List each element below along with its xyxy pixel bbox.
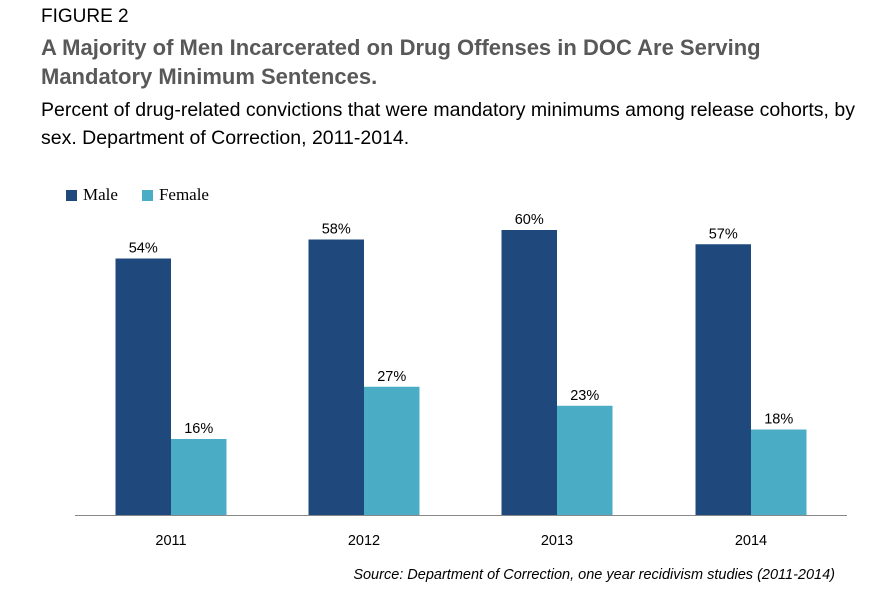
data-label-male-2011: 54% bbox=[129, 241, 158, 257]
bar-male-2013 bbox=[501, 230, 557, 515]
chart-title: A Majority of Men Incarcerated on Drug O… bbox=[41, 35, 761, 89]
data-label-male-2014: 57% bbox=[709, 226, 738, 242]
x-tick-label-2011: 2011 bbox=[155, 533, 186, 549]
bar-male-2014 bbox=[695, 244, 751, 515]
data-label-male-2013: 60% bbox=[515, 212, 544, 228]
bar-female-2013 bbox=[557, 405, 613, 515]
bar-female-2011 bbox=[171, 439, 227, 515]
data-label-female-2012: 27% bbox=[377, 369, 406, 385]
data-label-female-2011: 16% bbox=[184, 421, 213, 437]
source-note: Source: Department of Correction, one ye… bbox=[353, 567, 835, 583]
data-label-female-2013: 23% bbox=[570, 388, 599, 404]
x-tick-label-2012: 2012 bbox=[348, 533, 380, 549]
legend-swatch-female bbox=[141, 189, 153, 201]
data-label-female-2014: 18% bbox=[764, 412, 793, 428]
legend-label-male: Male bbox=[83, 185, 118, 204]
bar-female-2012 bbox=[364, 386, 420, 515]
x-tick-label-2014: 2014 bbox=[735, 533, 767, 549]
bar-male-2012 bbox=[308, 239, 364, 515]
bar-male-2011 bbox=[115, 258, 171, 515]
chart-subtitle: Percent of drug-related convictions that… bbox=[41, 99, 855, 149]
legend-item-male: Male bbox=[66, 185, 118, 205]
data-label-male-2012: 58% bbox=[322, 222, 351, 238]
legend: Male Female bbox=[66, 185, 233, 205]
x-tick-label-2013: 2013 bbox=[541, 533, 573, 549]
figure-label: FIGURE 2 bbox=[41, 6, 129, 27]
legend-label-female: Female bbox=[158, 185, 209, 204]
bar-female-2014 bbox=[751, 429, 807, 515]
legend-item-female: Female bbox=[141, 185, 209, 205]
legend-swatch-male bbox=[66, 189, 77, 201]
